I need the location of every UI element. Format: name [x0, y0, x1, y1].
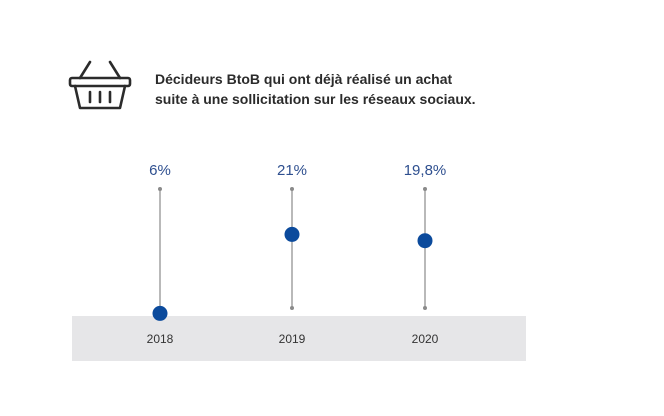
data-label: 19,8%	[404, 162, 447, 179]
stem-cap-top	[290, 187, 294, 191]
stem-cap-top	[158, 187, 162, 191]
data-point	[284, 226, 300, 242]
chart-title: Décideurs BtoB qui ont déjà réalisé un a…	[155, 69, 575, 109]
data-label: 21%	[277, 162, 307, 179]
data-point	[152, 305, 168, 321]
chart-title-line-2: suite à une sollicitation sur les réseau…	[155, 91, 476, 107]
stem-cap-bottom	[423, 306, 427, 310]
x-tick-label: 2020	[412, 332, 439, 346]
chart-title-line-1: Décideurs BtoB qui ont déjà réalisé un a…	[155, 71, 453, 87]
stem-cap-top	[423, 187, 427, 191]
x-tick-label: 2019	[279, 332, 306, 346]
x-axis-band	[72, 316, 526, 361]
x-tick-label: 2018	[147, 332, 174, 346]
data-label: 6%	[149, 162, 171, 179]
basket-icon	[68, 60, 132, 110]
data-point	[417, 233, 433, 249]
stem-cap-bottom	[290, 306, 294, 310]
